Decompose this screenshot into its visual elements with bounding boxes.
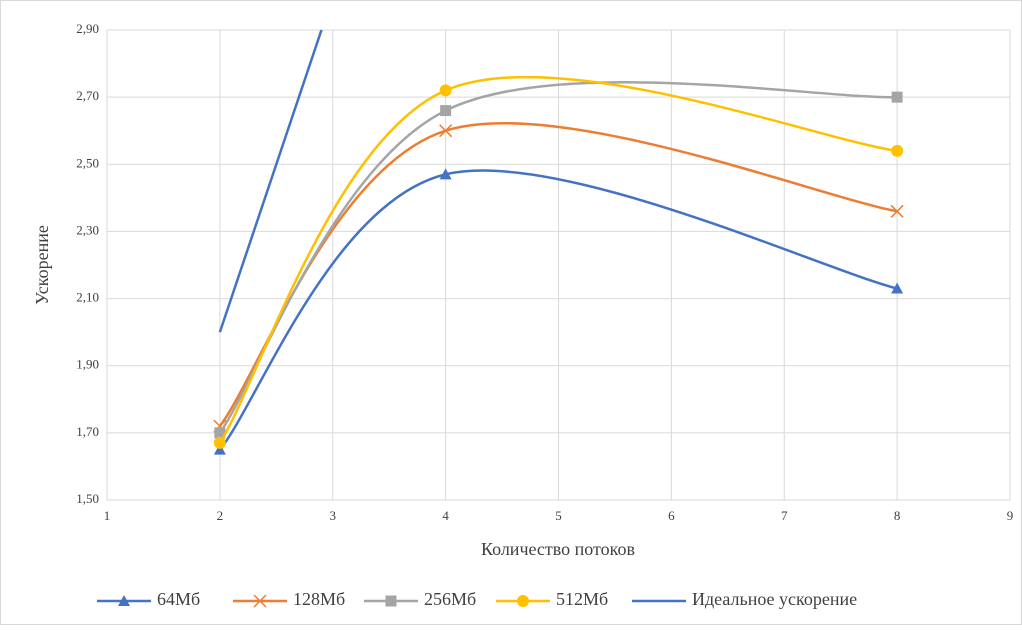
y-tick-label: 2,50 [76, 155, 99, 170]
x-tick-label: 3 [330, 508, 337, 523]
marker [214, 427, 226, 439]
legend-label: Идеальное ускорение [692, 589, 857, 609]
y-tick-label: 2,70 [76, 88, 99, 103]
marker [213, 436, 226, 449]
marker [439, 84, 452, 97]
x-axis-label: Количество потоков [481, 539, 635, 559]
x-tick-label: 2 [217, 508, 224, 523]
x-tick-label: 7 [781, 508, 788, 523]
legend-label: 64Мб [157, 589, 200, 609]
x-tick-label: 5 [555, 508, 562, 523]
y-tick-label: 2,30 [76, 222, 99, 237]
marker [890, 204, 904, 218]
marker [891, 282, 904, 294]
legend-label: 512Мб [556, 589, 608, 609]
legend-label: 128Мб [293, 589, 345, 609]
y-tick-label: 2,90 [76, 21, 99, 36]
marker [118, 595, 130, 606]
y-tick-label: 1,70 [76, 424, 99, 439]
y-axis-label: Ускорение [32, 225, 52, 305]
marker [439, 124, 453, 138]
x-tick-label: 9 [1007, 508, 1014, 523]
marker [517, 595, 529, 607]
x-tick-label: 1 [104, 508, 111, 523]
marker [440, 105, 452, 117]
y-tick-label: 1,90 [76, 357, 99, 372]
plot-area [213, 30, 904, 455]
marker [213, 443, 226, 455]
marker [891, 144, 904, 157]
marker [439, 168, 452, 180]
marker [385, 595, 397, 607]
series-line [218, 30, 323, 333]
y-tick-label: 1,50 [76, 491, 99, 506]
marker [253, 594, 267, 608]
y-tick-label: 2,10 [76, 290, 99, 305]
x-tick-label: 4 [442, 508, 449, 523]
legend-label: 256Мб [424, 589, 476, 609]
x-tick-label: 8 [894, 508, 901, 523]
marker [891, 91, 903, 103]
x-tick-label: 6 [668, 508, 675, 523]
